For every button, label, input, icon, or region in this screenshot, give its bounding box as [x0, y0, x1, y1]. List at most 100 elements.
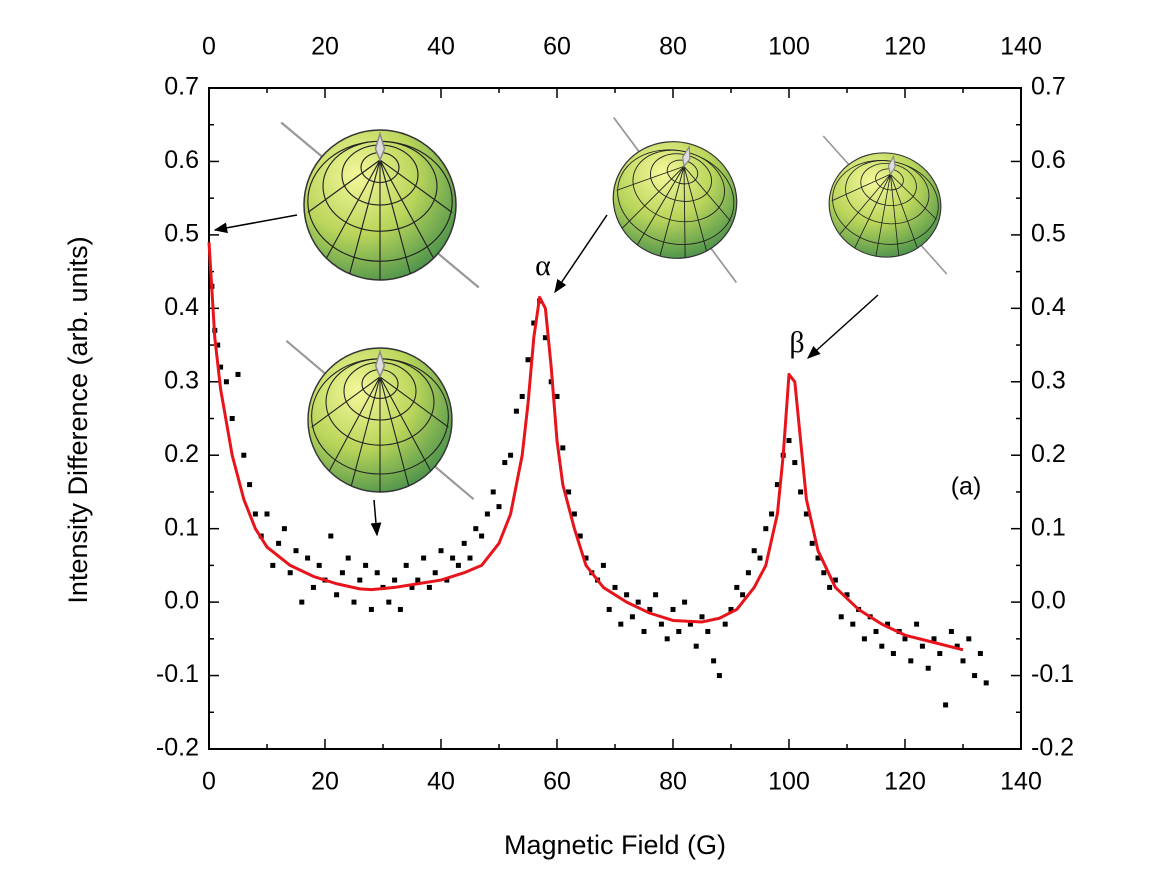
sphere: [280, 121, 480, 289]
x-tick-label-top: 140: [1000, 33, 1042, 61]
data-point: [519, 393, 525, 399]
data-point: [861, 636, 867, 642]
data-point: [600, 562, 606, 568]
data-point: [444, 577, 450, 583]
data-point: [757, 555, 763, 561]
data-point: [397, 606, 403, 612]
data-point: [885, 621, 891, 627]
data-point: [508, 452, 514, 458]
data-point: [264, 511, 270, 517]
data-point: [693, 643, 699, 649]
data-point: [409, 584, 415, 590]
y-tick-label: -0.1: [156, 660, 199, 688]
data-point: [972, 673, 978, 679]
x-tick-label: 140: [1000, 768, 1042, 796]
data-point: [606, 606, 612, 612]
data-point: [374, 570, 380, 576]
x-tick-label: 120: [884, 768, 926, 796]
x-tick-label-top: 120: [884, 33, 926, 61]
data-point: [653, 592, 659, 598]
data-point: [473, 526, 479, 532]
data-point: [664, 636, 670, 642]
data-point: [844, 592, 850, 598]
data-point: [490, 489, 496, 495]
data-point: [960, 658, 966, 664]
data-point: [328, 533, 334, 539]
y-tick-label-right: 0.0: [1031, 587, 1066, 615]
data-point: [699, 614, 705, 620]
data-point: [827, 584, 833, 590]
data-point: [687, 621, 693, 627]
data-point: [624, 592, 630, 598]
x-tick-label: 100: [768, 768, 810, 796]
data-point: [618, 621, 624, 627]
data-point: [583, 555, 589, 561]
data-point: [334, 592, 340, 598]
sphere: [802, 135, 968, 275]
data-point: [745, 570, 751, 576]
y-tick-label-right: 0.4: [1031, 293, 1066, 321]
data-point: [873, 628, 879, 634]
data-point: [792, 460, 798, 466]
data-point: [716, 673, 722, 679]
data-point: [635, 599, 641, 605]
data-point: [751, 548, 757, 554]
data-point: [641, 628, 647, 634]
y-tick-label-right: 0.1: [1031, 513, 1066, 541]
data-point: [902, 636, 908, 642]
data-point: [711, 658, 717, 664]
data-point: [803, 511, 809, 517]
arrows: [213, 214, 879, 537]
y-tick-label: 0.5: [164, 219, 199, 247]
data-point: [566, 489, 572, 495]
data-point: [832, 577, 838, 583]
data-point: [554, 393, 560, 399]
data-point: [215, 342, 221, 348]
data-point: [455, 562, 461, 568]
data-point: [299, 599, 305, 605]
data-point: [722, 621, 728, 627]
data-point: [850, 621, 856, 627]
data-point: [363, 562, 369, 568]
data-point: [670, 606, 676, 612]
annotation: (a): [951, 473, 982, 501]
annotation: α: [535, 249, 551, 282]
y-tick-label: 0.2: [164, 440, 199, 468]
data-point: [368, 606, 374, 612]
data-point: [954, 643, 960, 649]
data-point: [948, 628, 954, 634]
data-point: [310, 584, 316, 590]
y-tick-label-right: 0.2: [1031, 440, 1066, 468]
data-point: [241, 452, 247, 458]
data-point: [502, 460, 508, 466]
data-point: [270, 562, 276, 568]
data-point: [479, 533, 485, 539]
data-point: [983, 680, 989, 686]
y-tick-label-right: -0.1: [1031, 660, 1074, 688]
x-tick-label: 0: [202, 768, 216, 796]
x-axis-title: Magnetic Field (G): [504, 830, 726, 860]
data-point: [438, 548, 444, 554]
data-point: [247, 482, 253, 488]
data-point: [914, 621, 920, 627]
data-point: [728, 606, 734, 612]
data-point: [386, 599, 392, 605]
data-point: [426, 584, 432, 590]
data-point: [658, 621, 664, 627]
data-point: [450, 555, 456, 561]
data-point: [821, 570, 827, 576]
y-axis-title: Intensity Difference (arb. units): [63, 236, 93, 603]
data-point: [218, 364, 224, 370]
sphere: [579, 116, 771, 284]
arrow: [370, 499, 382, 537]
data-point: [786, 438, 792, 444]
data-point: [937, 651, 943, 657]
data-point: [287, 570, 293, 576]
data-point: [432, 570, 438, 576]
y-tick-label: 0.6: [164, 146, 199, 174]
data-point: [403, 562, 409, 568]
data-point: [769, 511, 775, 517]
data-point: [560, 445, 566, 451]
data-point: [235, 371, 241, 377]
